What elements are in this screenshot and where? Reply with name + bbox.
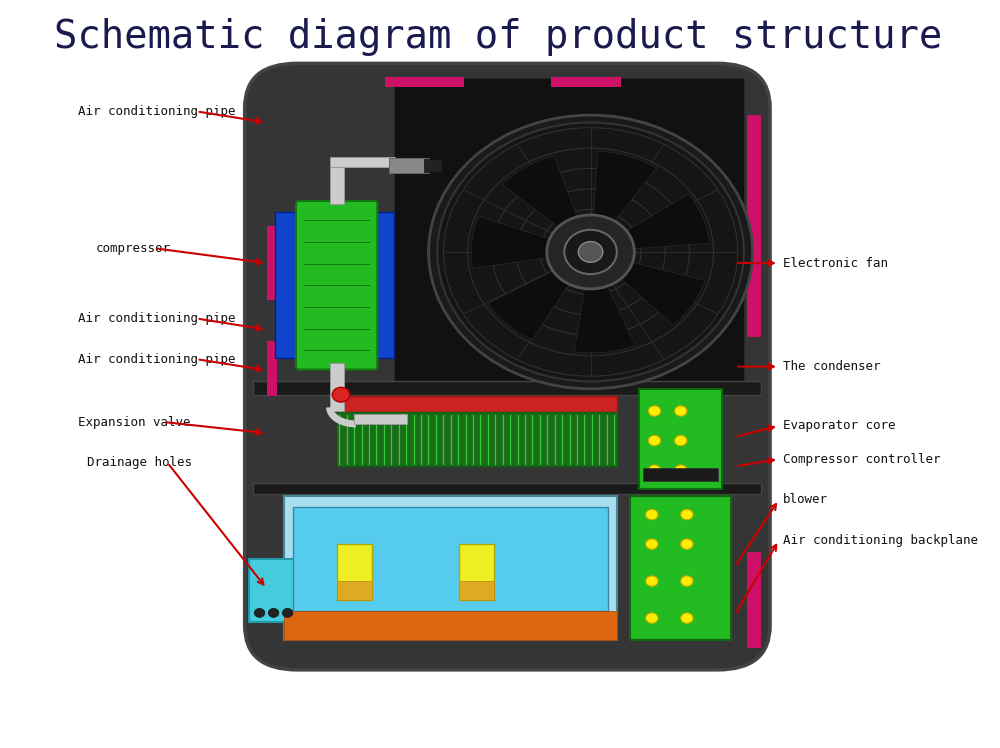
Bar bbox=[249, 559, 306, 622]
Text: Compressor controller: Compressor controller bbox=[783, 453, 941, 465]
Circle shape bbox=[429, 115, 753, 389]
Circle shape bbox=[681, 576, 693, 586]
Circle shape bbox=[268, 608, 279, 617]
Wedge shape bbox=[471, 216, 591, 269]
Bar bbox=[389, 158, 429, 173]
Circle shape bbox=[282, 608, 293, 617]
Wedge shape bbox=[591, 151, 657, 252]
Text: Air conditioning backplane: Air conditioning backplane bbox=[783, 534, 978, 547]
FancyBboxPatch shape bbox=[296, 201, 377, 370]
Bar bbox=[394, 78, 744, 381]
Bar bbox=[330, 163, 344, 204]
Bar bbox=[330, 363, 344, 411]
Text: Drainage holes: Drainage holes bbox=[87, 456, 192, 469]
Circle shape bbox=[564, 230, 617, 275]
Circle shape bbox=[578, 242, 603, 263]
Text: Evaporator core: Evaporator core bbox=[783, 420, 896, 432]
Circle shape bbox=[437, 123, 744, 381]
Bar bbox=[267, 341, 277, 396]
Text: Electronic fan: Electronic fan bbox=[783, 257, 888, 269]
Text: Air conditioning pipe: Air conditioning pipe bbox=[78, 312, 236, 325]
Bar bbox=[337, 544, 372, 600]
Text: compressor: compressor bbox=[96, 242, 171, 255]
Circle shape bbox=[681, 613, 693, 623]
Bar bbox=[639, 389, 722, 488]
Text: Air conditioning pipe: Air conditioning pipe bbox=[78, 105, 236, 118]
Circle shape bbox=[648, 465, 661, 475]
Text: The condenser: The condenser bbox=[783, 360, 881, 373]
Bar bbox=[330, 156, 395, 167]
Bar bbox=[337, 396, 617, 412]
Bar bbox=[630, 496, 731, 640]
Circle shape bbox=[646, 613, 658, 623]
Wedge shape bbox=[591, 194, 710, 252]
Bar bbox=[643, 468, 718, 481]
FancyBboxPatch shape bbox=[245, 64, 770, 670]
Wedge shape bbox=[591, 252, 705, 325]
Wedge shape bbox=[502, 156, 591, 252]
Text: Expansion valve: Expansion valve bbox=[78, 416, 191, 429]
Circle shape bbox=[254, 608, 265, 617]
Wedge shape bbox=[574, 252, 636, 353]
Circle shape bbox=[675, 435, 687, 446]
Circle shape bbox=[648, 435, 661, 446]
Bar bbox=[747, 115, 761, 337]
Bar bbox=[359, 212, 394, 358]
Bar bbox=[253, 381, 761, 395]
Circle shape bbox=[675, 406, 687, 416]
Circle shape bbox=[646, 539, 658, 549]
Bar bbox=[551, 76, 621, 87]
Text: Schematic diagram of product structure: Schematic diagram of product structure bbox=[54, 19, 943, 56]
Text: blower: blower bbox=[783, 493, 828, 506]
Text: Air conditioning pipe: Air conditioning pipe bbox=[78, 353, 236, 366]
Circle shape bbox=[675, 465, 687, 475]
Bar bbox=[337, 412, 617, 467]
Bar bbox=[337, 581, 372, 600]
Bar bbox=[253, 482, 761, 494]
Bar bbox=[459, 581, 494, 600]
Bar bbox=[424, 159, 442, 172]
Bar bbox=[459, 544, 494, 600]
Circle shape bbox=[648, 406, 661, 416]
Circle shape bbox=[332, 387, 350, 402]
Wedge shape bbox=[488, 252, 591, 340]
Circle shape bbox=[681, 539, 693, 549]
Bar bbox=[284, 496, 617, 640]
Bar bbox=[747, 551, 761, 648]
Circle shape bbox=[646, 509, 658, 520]
Bar bbox=[293, 507, 608, 610]
Bar bbox=[385, 76, 407, 87]
Circle shape bbox=[646, 576, 658, 586]
Bar bbox=[385, 76, 464, 87]
Circle shape bbox=[547, 215, 634, 289]
Bar bbox=[275, 212, 310, 358]
Circle shape bbox=[681, 509, 693, 520]
Bar bbox=[267, 226, 277, 300]
Bar bbox=[284, 610, 617, 640]
Bar bbox=[354, 414, 407, 424]
